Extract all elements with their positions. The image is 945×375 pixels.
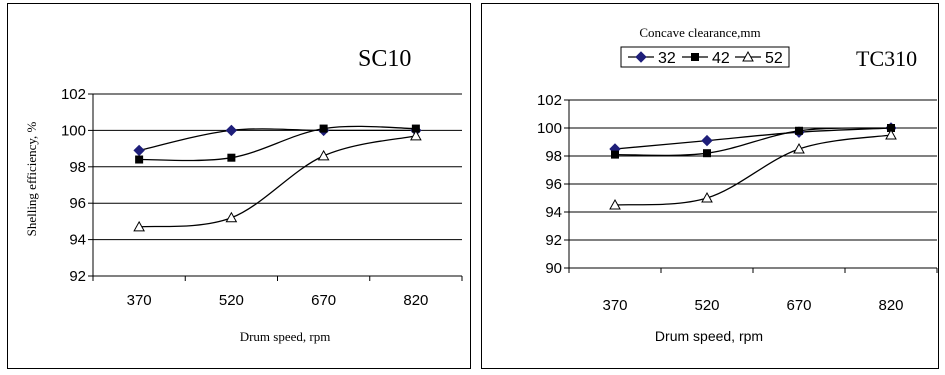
y-tick-label: 94 bbox=[69, 232, 86, 249]
x-tick-label: 820 bbox=[878, 297, 903, 314]
legend-marker bbox=[635, 51, 647, 63]
x-tick-label: 670 bbox=[786, 297, 811, 314]
data-point bbox=[317, 149, 330, 161]
x-tick-label: 370 bbox=[127, 292, 152, 309]
y-axis-label: Shelling efficiency, % bbox=[24, 121, 39, 236]
x-tick-label: 520 bbox=[219, 292, 244, 309]
y-tick-label: 102 bbox=[61, 86, 86, 103]
data-point bbox=[885, 128, 897, 140]
x-tick-label: 370 bbox=[602, 297, 627, 314]
y-tick-label: 100 bbox=[61, 122, 86, 139]
data-point bbox=[319, 124, 328, 133]
chart-title: SC10 bbox=[358, 46, 411, 72]
data-point bbox=[410, 129, 422, 141]
data-point bbox=[703, 149, 711, 158]
chart-tc310: 90 92 94 96 98 100 102 370 520 670 820 TC310 Drum… bbox=[537, 25, 938, 344]
chart-title: TC310 bbox=[856, 46, 917, 71]
chart-panel-tc310: 90 92 94 96 98 100 102 370 520 670 820 TC310 Drum… bbox=[481, 3, 939, 369]
data-point bbox=[793, 142, 805, 154]
x-axis-label: Drum speed, rpm bbox=[240, 329, 331, 344]
y-tick-label: 94 bbox=[545, 204, 562, 221]
series-line bbox=[614, 127, 892, 150]
y-tick-label: 96 bbox=[69, 195, 86, 212]
data-point bbox=[225, 211, 238, 223]
x-tick-label: 670 bbox=[311, 292, 336, 309]
legend-marker bbox=[691, 53, 699, 61]
x-tick-label: 820 bbox=[403, 292, 428, 309]
data-point bbox=[609, 198, 621, 210]
chart-panel-sc10: 92 94 96 98 100 102 370 520 670 820 SC10 Shellin… bbox=[7, 3, 471, 369]
series-line bbox=[614, 127, 892, 157]
data-point bbox=[411, 124, 420, 133]
legend: 32 42 52 bbox=[620, 46, 790, 68]
data-point bbox=[701, 191, 713, 203]
legend-label: 52 bbox=[765, 50, 783, 67]
legend-marker bbox=[742, 50, 754, 62]
data-point bbox=[887, 124, 895, 132]
y-tick-label: 98 bbox=[545, 148, 562, 165]
y-tick-label: 90 bbox=[545, 260, 562, 277]
series-line bbox=[139, 135, 417, 228]
y-tick-label: 92 bbox=[69, 268, 86, 285]
data-point bbox=[227, 153, 236, 162]
chart-sc10: 92 94 96 98 100 102 370 520 670 820 SC10 Shellin… bbox=[24, 46, 463, 344]
data-point bbox=[701, 134, 713, 147]
data-point bbox=[795, 126, 803, 135]
series-line bbox=[138, 128, 416, 152]
data-point bbox=[611, 150, 619, 159]
x-tick-label: 520 bbox=[694, 297, 719, 314]
legend-label: 42 bbox=[712, 50, 730, 67]
data-point bbox=[135, 155, 144, 164]
data-point bbox=[133, 144, 145, 157]
legend-title: Concave clearance,mm bbox=[639, 25, 760, 40]
data-point bbox=[225, 124, 238, 137]
y-tick-label: 100 bbox=[537, 120, 562, 137]
y-tick-label: 92 bbox=[545, 232, 562, 249]
series-line bbox=[139, 125, 416, 162]
x-axis-label: Drum speed, rpm bbox=[655, 328, 763, 344]
legend-label: 32 bbox=[658, 50, 676, 67]
y-tick-label: 102 bbox=[537, 92, 562, 109]
y-tick-label: 96 bbox=[545, 176, 562, 193]
series-line bbox=[614, 134, 892, 206]
y-tick-label: 98 bbox=[69, 159, 86, 176]
data-point bbox=[133, 220, 145, 232]
